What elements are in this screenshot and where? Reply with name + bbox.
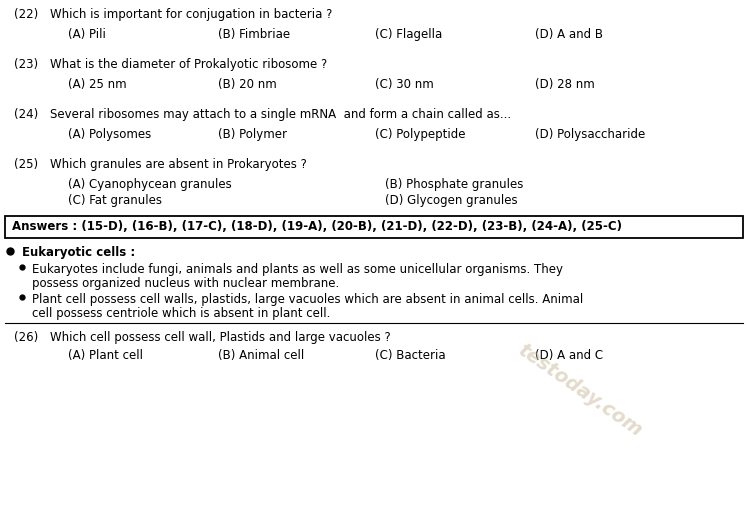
Text: (B) Phosphate granules: (B) Phosphate granules <box>385 178 524 191</box>
Text: Which is important for conjugation in bacteria ?: Which is important for conjugation in ba… <box>50 8 333 21</box>
FancyBboxPatch shape <box>5 216 743 238</box>
Text: (A) Plant cell: (A) Plant cell <box>68 349 143 362</box>
Text: (26): (26) <box>14 331 38 344</box>
Text: (C) Flagella: (C) Flagella <box>375 28 442 41</box>
Text: (C) Fat granules: (C) Fat granules <box>68 194 162 207</box>
Text: (D) 28 nm: (D) 28 nm <box>535 78 595 91</box>
Text: (C) Polypeptide: (C) Polypeptide <box>375 128 465 141</box>
Text: (D) A and B: (D) A and B <box>535 28 603 41</box>
Text: testoday.com: testoday.com <box>515 340 646 440</box>
Text: (25): (25) <box>14 158 38 171</box>
Text: (B) Animal cell: (B) Animal cell <box>218 349 304 362</box>
Text: (23): (23) <box>14 58 38 71</box>
Text: (A) Polysomes: (A) Polysomes <box>68 128 151 141</box>
Text: Which granules are absent in Prokaryotes ?: Which granules are absent in Prokaryotes… <box>50 158 307 171</box>
Text: What is the diameter of Prokalyotic ribosome ?: What is the diameter of Prokalyotic ribo… <box>50 58 327 71</box>
Text: Plant cell possess cell walls, plastids, large vacuoles which are absent in anim: Plant cell possess cell walls, plastids,… <box>32 293 583 306</box>
Text: possess organized nucleus with nuclear membrane.: possess organized nucleus with nuclear m… <box>32 277 339 290</box>
Text: Answers : (15-D), (16-B), (17-C), (18-D), (19-A), (20-B), (21-D), (22-D), (23-B): Answers : (15-D), (16-B), (17-C), (18-D)… <box>12 220 622 234</box>
Text: (22): (22) <box>14 8 38 21</box>
Text: (24): (24) <box>14 108 38 121</box>
Text: (D) A and C: (D) A and C <box>535 349 603 362</box>
Text: Which cell possess cell wall, Plastids and large vacuoles ?: Which cell possess cell wall, Plastids a… <box>50 331 391 344</box>
Text: (A) Pili: (A) Pili <box>68 28 106 41</box>
Text: (A) 25 nm: (A) 25 nm <box>68 78 127 91</box>
Text: (A) Cyanophycean granules: (A) Cyanophycean granules <box>68 178 231 191</box>
Text: (B) 20 nm: (B) 20 nm <box>218 78 276 91</box>
Text: (C) 30 nm: (C) 30 nm <box>375 78 434 91</box>
Text: cell possess centriole which is absent in plant cell.: cell possess centriole which is absent i… <box>32 307 330 320</box>
Text: Several ribosomes may attach to a single mRNA  and form a chain called as...: Several ribosomes may attach to a single… <box>50 108 511 121</box>
Text: (D) Polysaccharide: (D) Polysaccharide <box>535 128 645 141</box>
Text: (B) Polymer: (B) Polymer <box>218 128 287 141</box>
Text: (D) Glycogen granules: (D) Glycogen granules <box>385 194 518 207</box>
Text: (C) Bacteria: (C) Bacteria <box>375 349 446 362</box>
Text: Eukaryotic cells :: Eukaryotic cells : <box>22 246 136 259</box>
Text: (B) Fimbriae: (B) Fimbriae <box>218 28 290 41</box>
Text: Eukaryotes include fungi, animals and plants as well as some unicellular organis: Eukaryotes include fungi, animals and pl… <box>32 263 563 276</box>
